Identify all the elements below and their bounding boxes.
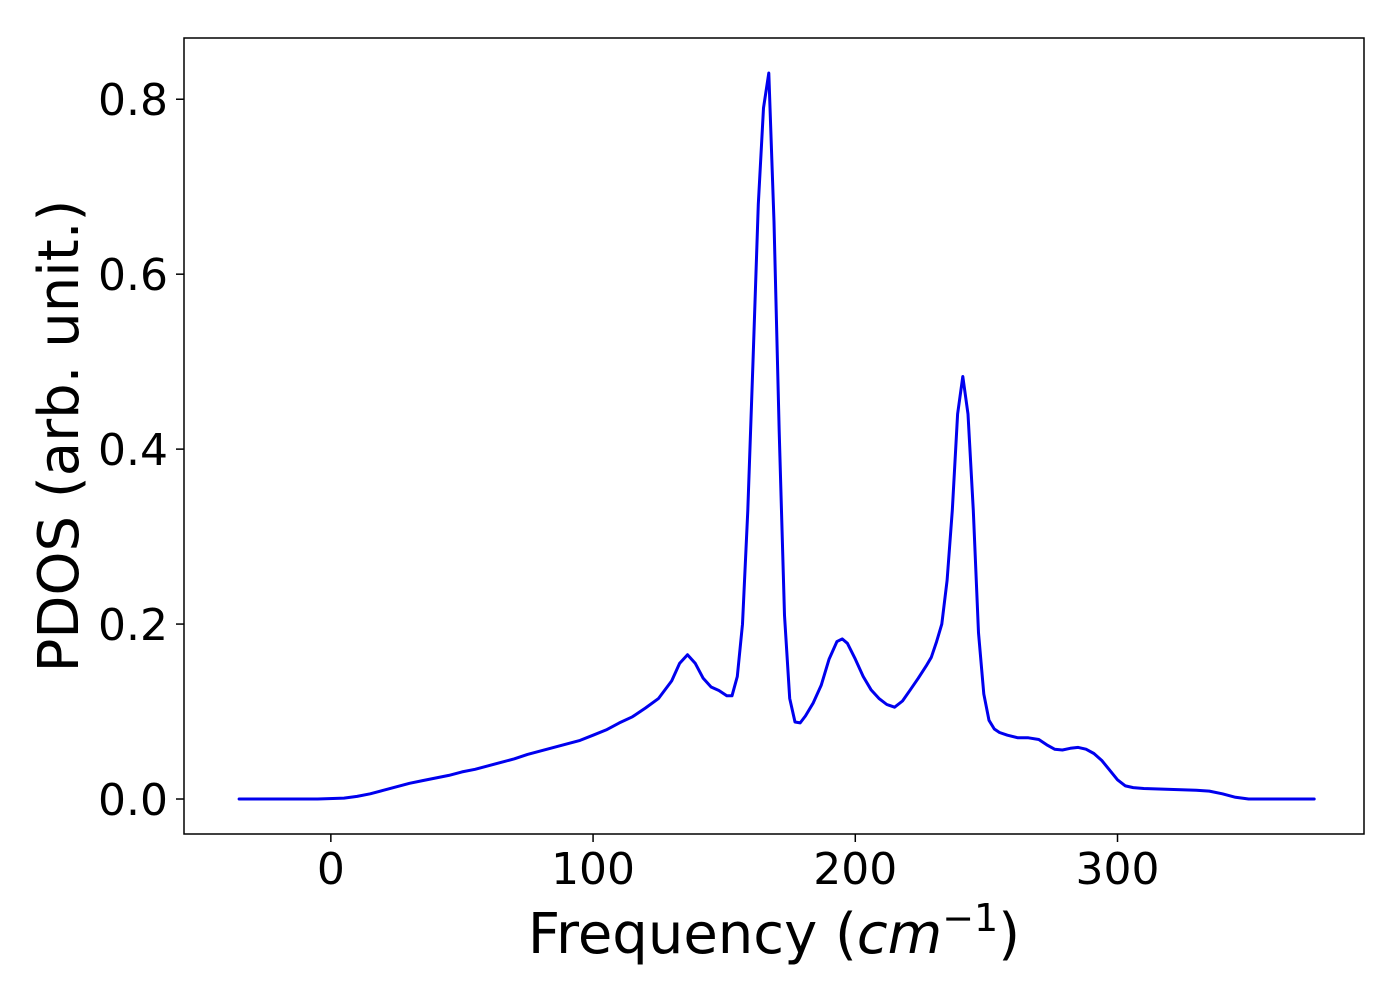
pdos-series-line <box>237 71 1316 801</box>
x-tick-label: 100 <box>551 844 635 895</box>
x-tick-label: 300 <box>1076 844 1160 895</box>
x-axis-label-close: ) <box>998 902 1020 967</box>
y-tick-label: 0.0 <box>98 775 168 826</box>
y-tick-label: 0.4 <box>98 425 168 476</box>
x-tick-label: 0 <box>317 844 345 895</box>
y-tick-label: 0.2 <box>98 600 168 651</box>
x-axis-label-superscript: −1 <box>942 896 998 940</box>
plot-area-frame <box>183 37 1365 835</box>
x-axis-label-math: cm <box>857 902 942 967</box>
x-axis-label: Frequency (cm−1) <box>528 896 1020 967</box>
y-tick-label: 0.6 <box>98 250 168 301</box>
y-axis-label: PDOS (arb. unit.) <box>27 200 92 673</box>
x-tick-label: 200 <box>813 844 897 895</box>
y-axis-ticks: 0.0 0.2 0.4 0.6 0.8 <box>98 75 184 826</box>
y-tick-label: 0.8 <box>98 75 168 126</box>
x-axis-label-text: Frequency ( <box>528 902 857 967</box>
x-axis-ticks: 0 100 200 300 <box>317 834 1160 895</box>
